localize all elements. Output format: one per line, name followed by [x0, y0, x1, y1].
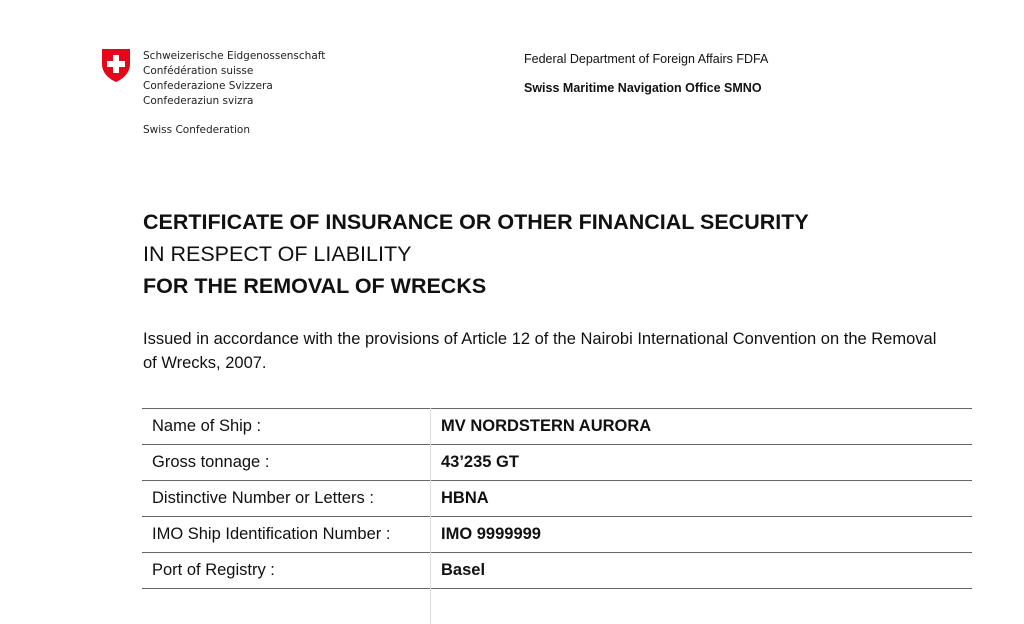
row-value: IMO 9999999	[431, 517, 973, 553]
table-row: Distinctive Number or Letters :HBNA	[142, 481, 972, 517]
table-row: Name of Ship :MV NORDSTERN AURORA	[142, 409, 972, 445]
name-de: Schweizerische Eidgenossenschaft	[143, 49, 325, 64]
title-line-3: FOR THE REMOVAL OF WRECKS	[143, 270, 809, 302]
row-value: MV NORDSTERN AURORA	[431, 409, 973, 445]
confederation-names: Schweizerische Eidgenossenschaft Confédé…	[143, 49, 325, 138]
swiss-coat-of-arms-logo	[101, 48, 131, 83]
row-value: HBNA	[431, 481, 973, 517]
row-label: Name of Ship :	[142, 409, 431, 445]
row-label: Port of Registry :	[142, 553, 431, 589]
name-fr: Confédération suisse	[143, 64, 325, 79]
title-line-2: IN RESPECT OF LIABILITY	[143, 238, 809, 270]
row-label: IMO Ship Identification Number :	[142, 517, 431, 553]
department: Federal Department of Foreign Affairs FD…	[524, 52, 768, 66]
intro-text: Issued in accordance with the provisions…	[143, 327, 943, 375]
row-label: Gross tonnage :	[142, 445, 431, 481]
name-it: Confederazione Svizzera	[143, 79, 325, 94]
table-row: IMO Ship Identification Number :IMO 9999…	[142, 517, 972, 553]
row-label: Distinctive Number or Letters :	[142, 481, 431, 517]
row-value: Basel	[431, 553, 973, 589]
table-row: Gross tonnage :43’235 GT	[142, 445, 972, 481]
certificate-title: CERTIFICATE OF INSURANCE OR OTHER FINANC…	[143, 206, 809, 302]
name-en: Swiss Confederation	[143, 123, 325, 138]
office: Swiss Maritime Navigation Office SMNO	[524, 81, 762, 95]
row-value: 43’235 GT	[431, 445, 973, 481]
table-row: Port of Registry :Basel	[142, 553, 972, 589]
title-line-1: CERTIFICATE OF INSURANCE OR OTHER FINANC…	[143, 206, 809, 238]
name-rm: Confederaziun svizra	[143, 94, 325, 109]
